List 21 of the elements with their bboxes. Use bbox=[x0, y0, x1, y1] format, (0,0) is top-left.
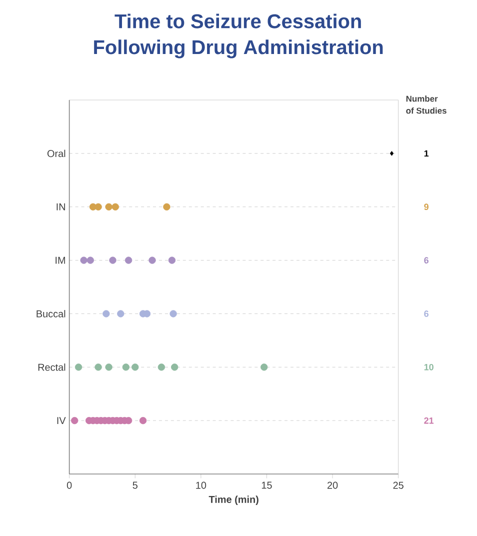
x-tick-label: 20 bbox=[328, 482, 338, 489]
y-tick-label: IM bbox=[56, 256, 66, 264]
x-tick-label: 5 bbox=[132, 482, 138, 489]
text: 10 bbox=[424, 364, 434, 370]
text: 21 bbox=[424, 417, 434, 424]
y-tick-label: IV bbox=[57, 417, 66, 424]
text: 9 bbox=[424, 204, 429, 210]
x-tick-label: 15 bbox=[262, 482, 272, 489]
chart-title: Time to Seizure Cessation Following Drug Administration bbox=[94, 14, 383, 58]
text: 6 bbox=[424, 257, 429, 264]
y-tick-label: Rectal bbox=[38, 363, 66, 371]
y-tick-label: Oral bbox=[48, 150, 66, 158]
x-tick-label: 25 bbox=[393, 482, 404, 489]
text: 1 bbox=[424, 150, 429, 157]
text: 6 bbox=[424, 310, 429, 317]
y-tick-label: Buccal bbox=[36, 310, 66, 318]
x-axis-title: Time (min) bbox=[209, 496, 259, 505]
x-tick-label: 10 bbox=[196, 482, 206, 489]
x-tick-label: 0 bbox=[67, 482, 72, 489]
text: Number of Studies bbox=[406, 96, 447, 114]
y-tick-label: IN bbox=[56, 203, 66, 210]
